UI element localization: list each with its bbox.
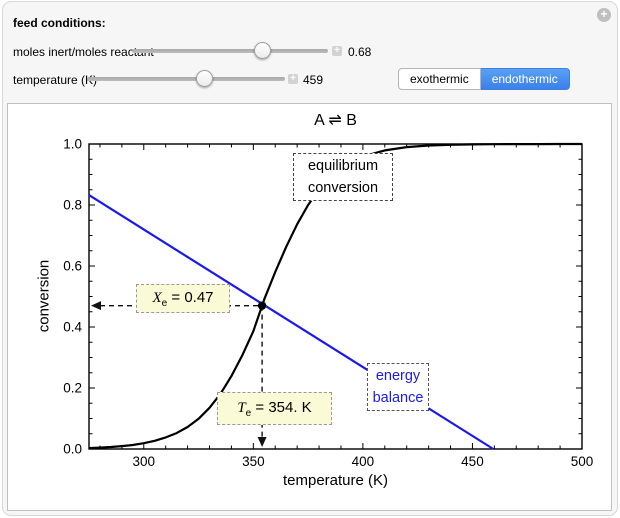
- temperature-slider-track[interactable]: [87, 77, 285, 81]
- x-axis-title: temperature (K): [282, 472, 389, 489]
- x-tick-label: 450: [461, 454, 484, 469]
- panel-options-icon[interactable]: +: [597, 8, 611, 22]
- y-axis-title: conversion: [35, 259, 53, 333]
- y-tick-label: 0.2: [63, 381, 82, 396]
- chart-canvas: 300 350 400 450 500 0.0 0.2 0.4 0.6 0.8 1.0: [63, 137, 594, 470]
- plot-panel: 300 350 400 450 500 0.0 0.2 0.4 0.6 0.8 1.0 A ⇌ B …: [7, 103, 612, 511]
- moles-inert-slider-thumb[interactable]: [254, 42, 271, 59]
- x-tick-label: 350: [242, 454, 265, 469]
- te-arrowhead-icon: [257, 437, 267, 447]
- reaction-type-toggle: exothermic endothermic: [398, 68, 570, 90]
- moles-inert-slider-track[interactable]: [132, 49, 328, 53]
- intersection-point: [257, 301, 267, 310]
- xe-arrowhead-icon: [91, 301, 101, 311]
- moles-inert-expand-icon[interactable]: +: [332, 46, 342, 56]
- y-tick-label: 0.4: [63, 320, 82, 335]
- te-value-callout: Te = 354. K: [217, 392, 332, 425]
- energy-balance-label: energy balance: [367, 363, 429, 411]
- exothermic-button[interactable]: exothermic: [398, 68, 481, 90]
- x-tick-label: 300: [133, 454, 156, 469]
- y-tick-label: 1.0: [63, 137, 82, 152]
- x-tick-label: 400: [352, 454, 375, 469]
- equilibrium-conversion-curve: [88, 142, 582, 450]
- y-tick-label: 0.6: [63, 259, 82, 274]
- temperature-expand-icon[interactable]: +: [288, 74, 298, 84]
- equilibrium-conversion-label: equilibrium conversion: [293, 153, 393, 201]
- section-label: feed conditions:: [13, 16, 106, 30]
- x-tick-label: 500: [571, 454, 594, 469]
- temperature-value: 459: [303, 73, 324, 87]
- plot-title: A ⇌ B: [314, 112, 357, 129]
- endothermic-button[interactable]: endothermic: [480, 68, 570, 90]
- moles-inert-value: 0.68: [348, 45, 372, 59]
- temperature-slider-thumb[interactable]: [196, 70, 213, 87]
- xe-value-callout: Xe = 0.47: [136, 284, 230, 313]
- controls-area: feed conditions: moles inert/moles react…: [0, 0, 620, 100]
- y-tick-label: 0.0: [63, 442, 82, 457]
- slider-label-moles-inert: moles inert/moles reactant: [13, 45, 154, 59]
- y-tick-label: 0.8: [63, 198, 82, 213]
- slider-label-temperature: temperature (K): [13, 73, 98, 87]
